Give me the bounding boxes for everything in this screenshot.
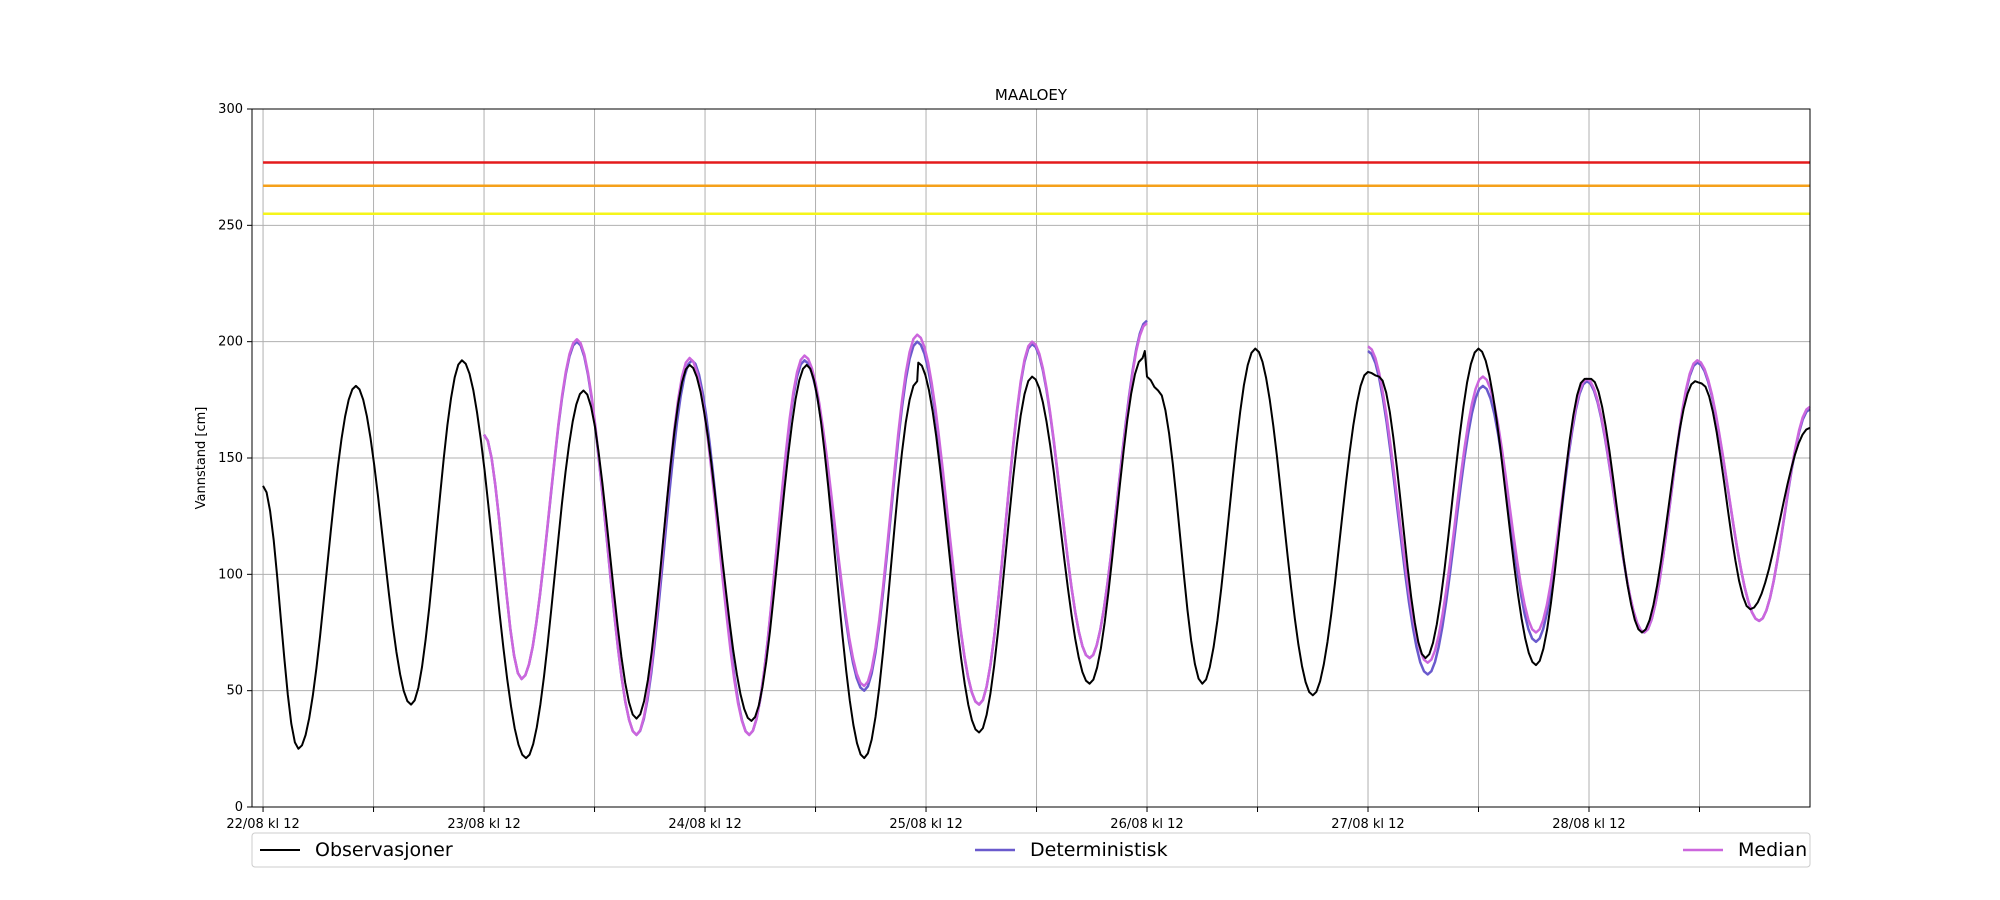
y-tick-label-200: 200: [218, 335, 243, 350]
chart-title: MAALOEY: [995, 86, 1068, 104]
legend-label-deterministisk: Deterministisk: [1030, 839, 1168, 861]
y-tick-label-100: 100: [218, 567, 243, 582]
y-tick-label-50: 50: [226, 684, 243, 699]
legend: Observasjoner Deterministisk Median: [251, 832, 1811, 868]
y-tick-label-0: 0: [235, 800, 243, 815]
x-tick-label-1: 23/08 kl 12: [447, 817, 520, 832]
y-tick-label-250: 250: [218, 218, 243, 233]
legend-label-median: Median: [1738, 839, 1807, 861]
x-tick-label-0: 22/08 kl 12: [226, 817, 299, 832]
series-line-observasjoner-0: [262, 347, 1811, 760]
legend-label-observasjoner: Observasjoner: [315, 839, 453, 861]
y-axis-label: Vannstand [cm]: [194, 407, 209, 510]
series-lines: [262, 319, 1811, 760]
series-line-median-1: [1367, 345, 1811, 664]
x-tick-label-6: 28/08 kl 12: [1552, 817, 1625, 832]
legend-box: [251, 832, 1811, 868]
y-axis-ticks: 0 50 100 150 200 250 300: [218, 102, 252, 815]
x-tick-label-5: 27/08 kl 12: [1331, 817, 1404, 832]
x-axis-ticks: 22/08 kl 12 23/08 kl 12 24/08 kl 12 25/08 k…: [226, 807, 1701, 832]
x-tick-label-2: 24/08 kl 12: [668, 817, 741, 832]
y-tick-label-150: 150: [218, 451, 243, 466]
grid-lines: [252, 109, 1810, 807]
x-tick-label-4: 26/08 kl 12: [1110, 817, 1183, 832]
x-tick-label-3: 25/08 kl 12: [889, 817, 962, 832]
y-tick-label-300: 300: [218, 102, 243, 117]
threshold-lines: [263, 161, 1810, 215]
